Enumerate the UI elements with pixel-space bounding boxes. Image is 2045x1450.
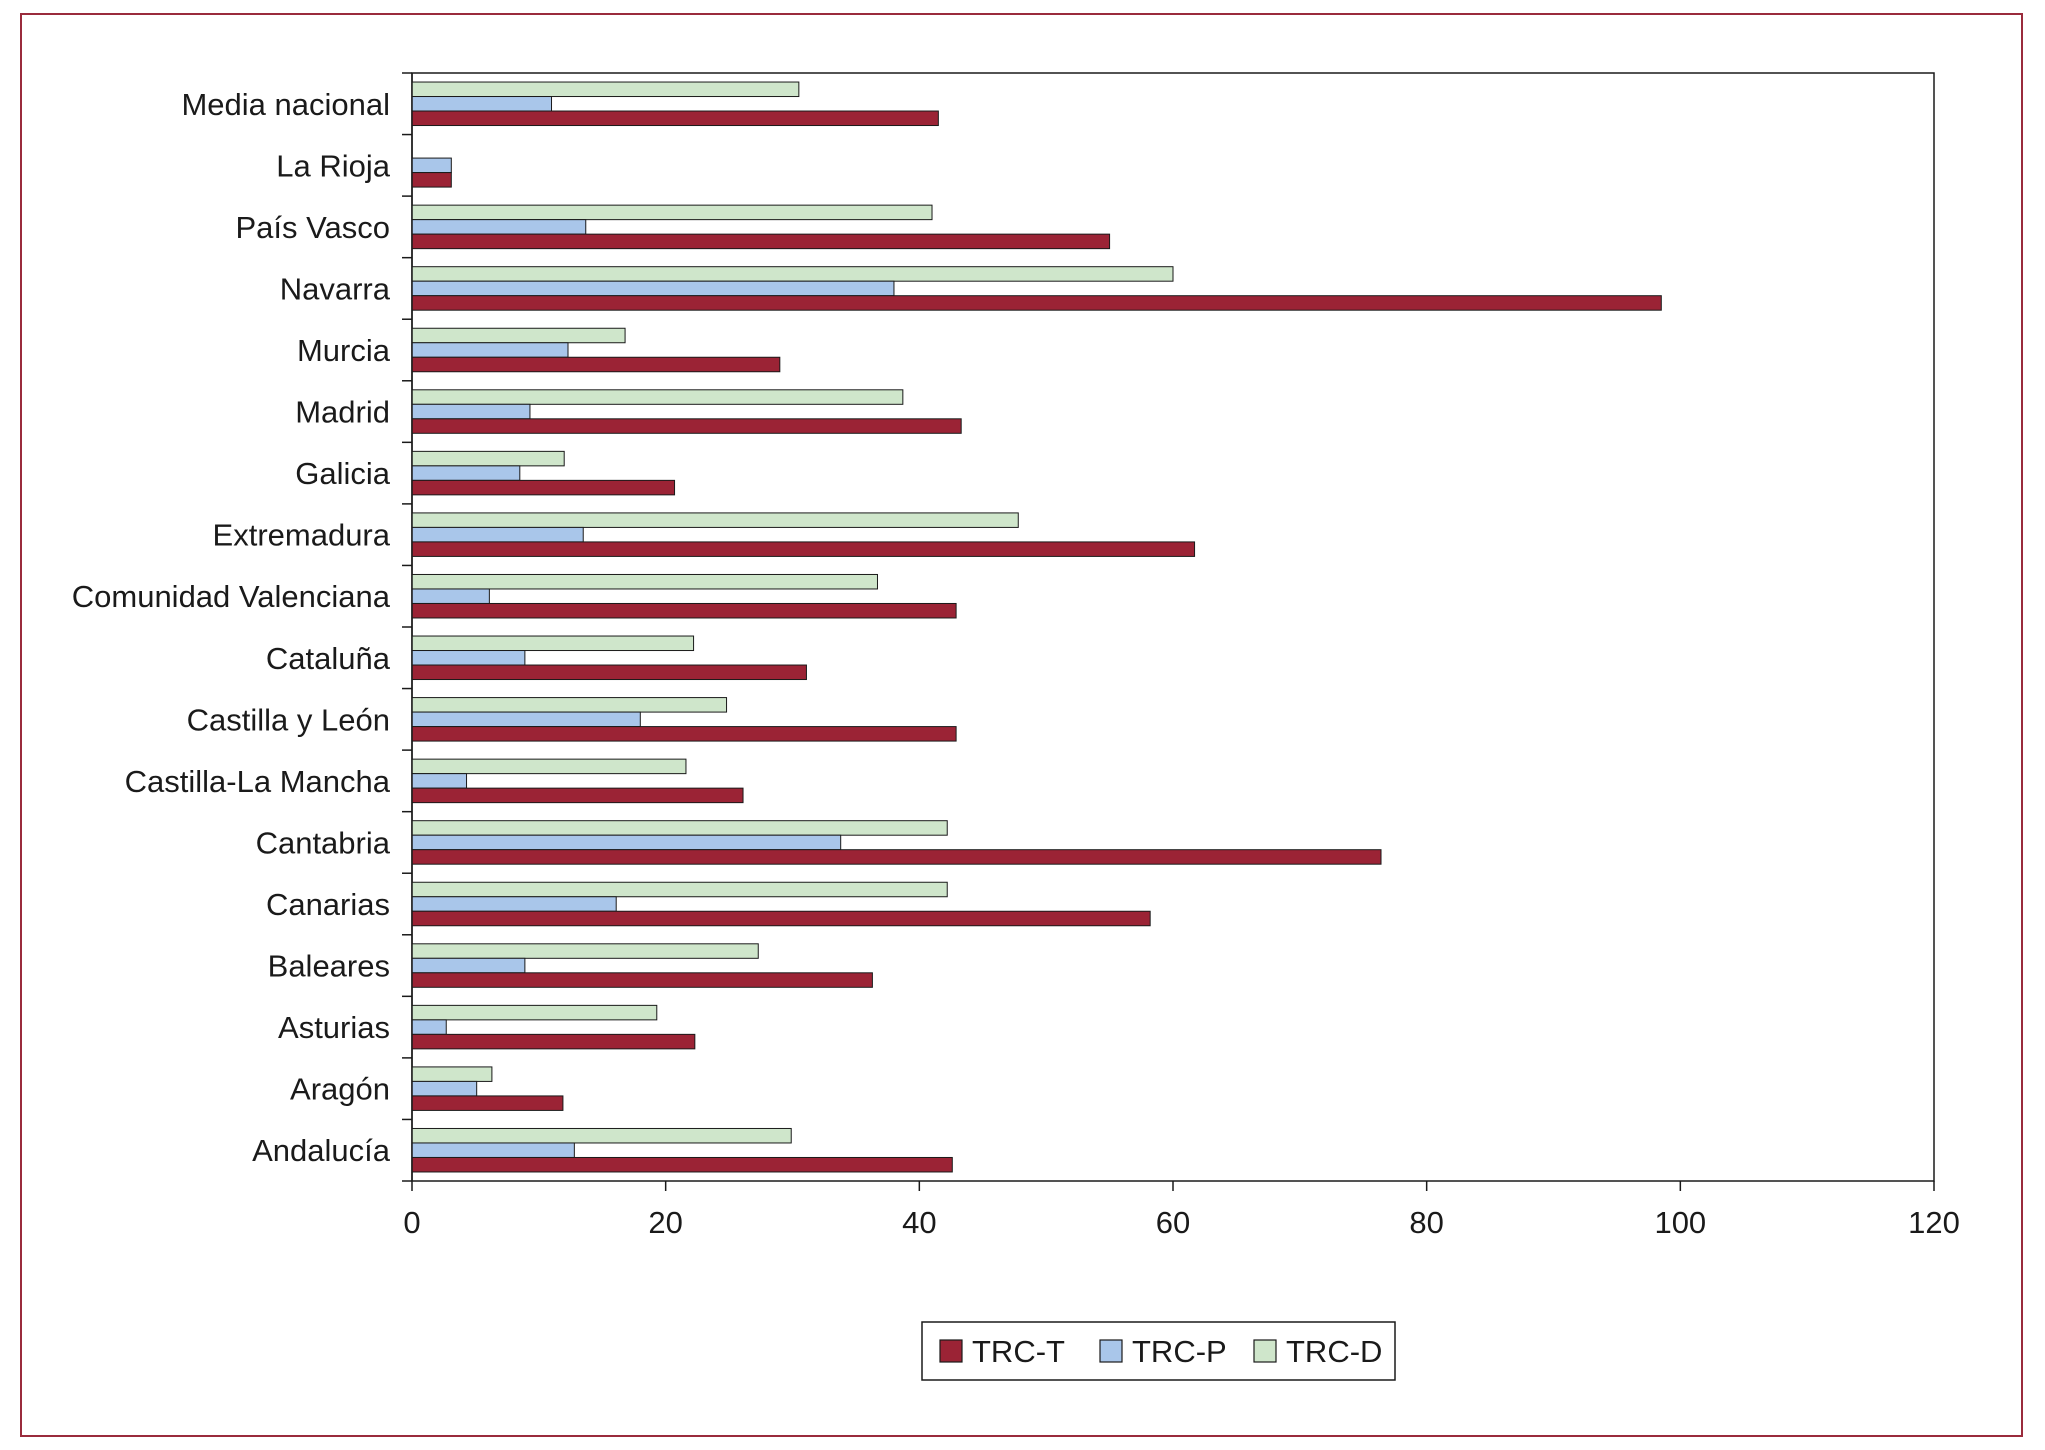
- category-label: Asturias: [278, 1010, 390, 1045]
- bar-trc-t-7: [411, 541, 1196, 557]
- legend-label-trc-p: TRC-P: [1132, 1334, 1227, 1369]
- legend-label-trc-d: TRC-D: [1286, 1334, 1382, 1369]
- bar-trc-t-0: [411, 110, 939, 127]
- legend-swatch-trc-p: [1099, 1339, 1123, 1363]
- bar-trc-p-7: [411, 526, 584, 543]
- bar-trc-p-4: [411, 342, 569, 358]
- legend: TRC-T TRC-P TRC-D: [921, 1321, 1396, 1381]
- category-label: Castilla-La Mancha: [125, 764, 391, 799]
- category-label: Castilla y León: [187, 702, 390, 737]
- bar-trc-t-4: [411, 356, 781, 373]
- bar-trc-p-12: [411, 834, 842, 851]
- x-tick-label: 40: [902, 1205, 936, 1240]
- category-label: Murcia: [297, 333, 391, 368]
- bar-trc-d-15: [411, 1004, 658, 1021]
- bar-trc-d-4: [411, 327, 626, 344]
- bar-trc-p-1: [411, 157, 452, 174]
- category-label: Madrid: [295, 395, 390, 430]
- bar-trc-p-17: [411, 1142, 575, 1158]
- bar-trc-d-7: [411, 512, 1019, 528]
- bar-trc-p-14: [411, 957, 526, 974]
- bar-trc-t-9: [411, 664, 807, 681]
- x-tick-label: 20: [648, 1205, 682, 1240]
- bar-trc-p-0: [411, 96, 553, 112]
- bar-trc-p-13: [411, 896, 617, 912]
- bar-trc-t-3: [411, 295, 1662, 311]
- bar-trc-d-10: [411, 697, 728, 713]
- x-axis: 0 20 40 60 80 100 120: [403, 1181, 1960, 1240]
- bar-trc-d-12: [411, 820, 948, 836]
- bar-trc-d-8: [411, 573, 878, 590]
- category-label: Cantabria: [256, 825, 391, 860]
- bar-trc-t-14: [411, 972, 873, 988]
- legend-label-trc-t: TRC-T: [972, 1334, 1065, 1369]
- legend-swatch-trc-d: [1253, 1339, 1277, 1363]
- bar-trc-t-6: [411, 479, 676, 496]
- bar-trc-t-16: [411, 1095, 564, 1111]
- bar-trc-t-8: [411, 602, 957, 619]
- legend-box: [921, 1321, 1396, 1381]
- bar-trc-p-10: [411, 711, 641, 728]
- bar-trc-d-0: [411, 81, 800, 98]
- bar-trc-p-3: [411, 280, 895, 297]
- category-label: Media nacional: [181, 87, 390, 122]
- bar-trc-t-12: [411, 849, 1382, 865]
- category-label: Navarra: [280, 271, 391, 306]
- bar-trc-p-5: [411, 403, 531, 420]
- x-tick-label: 100: [1654, 1205, 1706, 1240]
- bar-trc-p-11: [411, 773, 468, 789]
- bar-trc-d-11: [411, 758, 687, 775]
- bar-trc-t-17: [411, 1156, 953, 1173]
- category-label: Canarias: [266, 887, 390, 922]
- category-label: La Rioja: [276, 148, 390, 183]
- bar-trc-t-11: [411, 787, 744, 804]
- bar-trc-d-16: [411, 1066, 493, 1082]
- bar-trc-t-1: [411, 172, 452, 188]
- bar-trc-d-13: [411, 881, 948, 898]
- category-label: Cataluña: [266, 641, 391, 676]
- bar-trc-t-5: [411, 418, 962, 434]
- bar-trc-d-17: [411, 1127, 792, 1144]
- bar-trc-d-3: [411, 266, 1174, 282]
- bar-trc-p-2: [411, 219, 587, 235]
- category-label: País Vasco: [235, 210, 390, 245]
- bar-series-group: [411, 81, 1662, 1173]
- category-label: Baleares: [268, 949, 390, 984]
- bar-trc-d-5: [411, 389, 904, 405]
- category-label: Aragón: [290, 1072, 390, 1107]
- legend-swatch-trc-t: [939, 1339, 963, 1363]
- category-label: Comunidad Valenciana: [72, 579, 391, 614]
- bar-trc-p-9: [411, 650, 526, 666]
- x-tick-label: 120: [1908, 1205, 1960, 1240]
- bar-trc-p-8: [411, 588, 490, 604]
- bar-trc-d-2: [411, 204, 933, 221]
- bar-trc-d-9: [411, 635, 695, 652]
- category-label: Andalucía: [252, 1133, 391, 1168]
- bar-trc-d-6: [411, 450, 565, 467]
- x-tick-label: 0: [403, 1205, 420, 1240]
- bar-trc-p-15: [411, 1019, 447, 1035]
- bar-trc-d-14: [411, 943, 759, 959]
- bar-trc-p-6: [411, 465, 521, 481]
- bar-trc-p-16: [411, 1080, 478, 1097]
- bar-trc-t-2: [411, 233, 1111, 250]
- x-tick-label: 60: [1156, 1205, 1190, 1240]
- bar-trc-t-15: [411, 1033, 696, 1050]
- figure-frame: [20, 13, 2023, 1437]
- bar-trc-t-10: [411, 726, 957, 742]
- category-label: Extremadura: [213, 518, 391, 553]
- category-label: Galicia: [295, 456, 391, 491]
- y-axis: Media nacional La Rioja País Vasco Navarra M…: [72, 72, 413, 1182]
- bar-trc-t-13: [411, 910, 1151, 927]
- x-tick-label: 80: [1409, 1205, 1443, 1240]
